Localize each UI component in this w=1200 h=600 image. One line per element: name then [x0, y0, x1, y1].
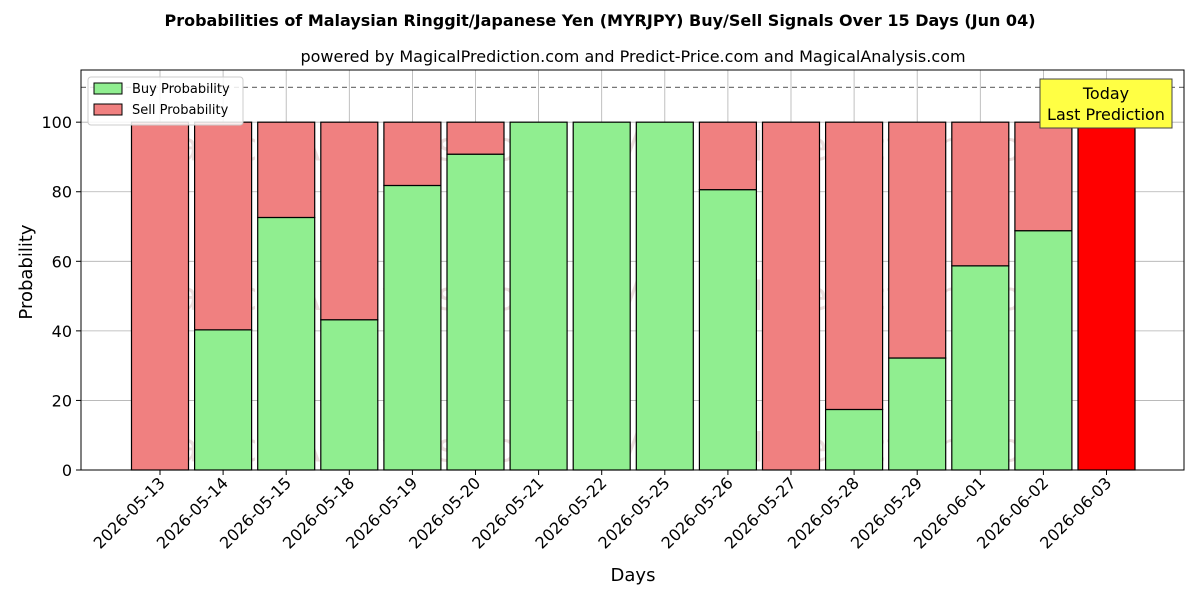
buy-bar	[446, 153, 505, 471]
buy-bar	[635, 121, 694, 471]
y-tick-label: 40	[52, 322, 72, 341]
sell-bar	[888, 121, 947, 359]
sell-bar	[1014, 121, 1073, 232]
sell-bar	[194, 121, 253, 331]
y-tick-label: 100	[41, 113, 72, 132]
legend-label: Sell Probability	[132, 103, 229, 118]
sell-bar	[698, 121, 758, 191]
sell-bar	[761, 121, 821, 471]
annotation-box	[1039, 78, 1173, 129]
y-tick-label: 60	[52, 252, 72, 271]
legend-swatch	[93, 82, 123, 95]
buy-bar	[824, 408, 884, 471]
sell-bar	[824, 121, 884, 411]
buy-bar	[509, 121, 568, 471]
sell-bar	[1077, 121, 1136, 471]
sell-bar	[320, 121, 379, 321]
sell-bar	[130, 121, 190, 471]
buy-bar	[383, 184, 442, 471]
plot-frame	[80, 69, 1185, 471]
y-tick-label: 80	[52, 183, 72, 202]
sell-bar	[951, 121, 1010, 267]
buy-bar	[320, 319, 379, 471]
x-axis-label: Days	[611, 565, 656, 586]
annotation-line1: Today	[1082, 84, 1129, 103]
y-tick-label: 20	[52, 391, 72, 410]
chart-title: Probabilities of Malaysian Ringgit/Japan…	[164, 11, 1035, 30]
y-axis: 0 20 40 60 80 100	[41, 113, 81, 480]
buy-bar	[888, 357, 947, 471]
buy-bar	[572, 121, 631, 471]
buy-bar	[1014, 230, 1073, 471]
legend-swatch	[93, 103, 123, 116]
legend-label: Buy Probability	[132, 82, 230, 97]
bars	[130, 121, 1136, 471]
sell-bar	[257, 121, 316, 219]
buy-bar	[194, 329, 253, 471]
annotation-line2: Last Prediction	[1047, 105, 1165, 124]
buy-bar	[951, 265, 1010, 471]
today-annotation: Today Last Prediction	[1039, 78, 1173, 129]
buy-bar	[257, 216, 316, 471]
legend-box	[87, 76, 244, 126]
y-axis-label: Probability	[16, 224, 37, 319]
chart-subtitle: powered by MagicalPrediction.com and Pre…	[300, 47, 965, 66]
buy-bar	[698, 189, 758, 471]
legend: Buy Probability Sell Probability	[87, 76, 244, 126]
sell-bar	[383, 121, 442, 187]
sell-bar	[446, 121, 505, 155]
y-tick-label: 0	[62, 461, 72, 480]
x-axis: 2026-05-132026-05-142026-05-152026-05-18…	[90, 470, 1115, 553]
